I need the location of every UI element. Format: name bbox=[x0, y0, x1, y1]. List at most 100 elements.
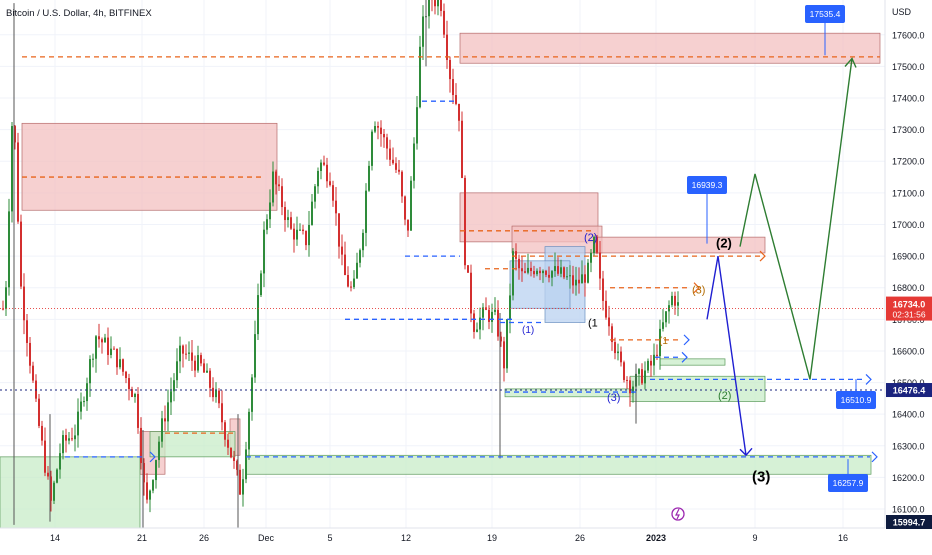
callout-label: 17535.4 bbox=[810, 9, 841, 19]
candle-down bbox=[386, 137, 388, 148]
candle-down bbox=[221, 403, 223, 422]
candle-down bbox=[182, 346, 184, 354]
candle-down bbox=[98, 336, 100, 339]
candle-down bbox=[137, 394, 139, 428]
candle-up bbox=[68, 438, 70, 440]
candle-down bbox=[383, 134, 385, 137]
candle-up bbox=[527, 268, 529, 273]
supply-zone bbox=[595, 237, 765, 253]
candle-up bbox=[647, 361, 649, 371]
candle-down bbox=[545, 271, 547, 275]
candle-up bbox=[308, 225, 310, 245]
price-tick-label: 17600.0 bbox=[892, 30, 925, 40]
candle-down bbox=[503, 341, 505, 368]
candle-up bbox=[260, 273, 262, 295]
price-tick-label: 17300.0 bbox=[892, 125, 925, 135]
candle-down bbox=[530, 268, 532, 271]
candle-down bbox=[674, 296, 676, 306]
candle-down bbox=[563, 267, 565, 277]
candle-up bbox=[419, 47, 421, 107]
candle-down bbox=[524, 271, 526, 272]
wave-label: (2) bbox=[718, 390, 731, 402]
candle-down bbox=[332, 185, 334, 201]
candle-down bbox=[191, 353, 193, 361]
candle-down bbox=[146, 482, 148, 499]
candle-up bbox=[167, 402, 169, 421]
candle-up bbox=[551, 271, 553, 278]
candle-up bbox=[353, 279, 355, 288]
time-tick-label: 26 bbox=[199, 533, 209, 543]
candle-up bbox=[512, 251, 514, 295]
candle-up bbox=[110, 349, 112, 355]
candle-down bbox=[290, 217, 292, 228]
candle-down bbox=[275, 172, 277, 185]
candle-down bbox=[239, 470, 241, 495]
candle-down bbox=[608, 318, 610, 327]
candle-up bbox=[560, 267, 562, 273]
candle-up bbox=[509, 295, 511, 319]
candle-up bbox=[56, 470, 58, 483]
candle-up bbox=[119, 359, 121, 367]
candle-up bbox=[173, 380, 175, 391]
candle-down bbox=[461, 121, 463, 178]
candle-up bbox=[74, 435, 76, 439]
candle-down bbox=[620, 352, 622, 363]
candle-up bbox=[11, 126, 13, 211]
candle-up bbox=[644, 371, 646, 384]
wave-label: (2) bbox=[584, 232, 597, 244]
candle-up bbox=[134, 394, 136, 397]
candle-down bbox=[389, 149, 391, 160]
candle-down bbox=[32, 366, 34, 381]
currency-label: USD bbox=[892, 7, 912, 17]
time-tick-label: 14 bbox=[50, 533, 60, 543]
candle-down bbox=[626, 380, 628, 381]
candle-up bbox=[257, 295, 259, 334]
candle-up bbox=[299, 230, 301, 231]
candle-down bbox=[377, 126, 379, 128]
candle-down bbox=[488, 310, 490, 322]
price-tick-label: 17500.0 bbox=[892, 62, 925, 72]
wave-label: (2) bbox=[716, 235, 732, 250]
candle-up bbox=[296, 230, 298, 240]
time-tick-label: 26 bbox=[575, 533, 585, 543]
candle-down bbox=[629, 380, 631, 393]
candle-down bbox=[101, 339, 103, 342]
candle-up bbox=[89, 359, 91, 383]
candle-down bbox=[209, 371, 211, 388]
time-tick-label: 12 bbox=[401, 533, 411, 543]
candle-down bbox=[38, 399, 40, 426]
candle-down bbox=[602, 279, 604, 301]
candle-down bbox=[623, 362, 625, 380]
candle-up bbox=[410, 181, 412, 231]
candle-up bbox=[566, 276, 568, 277]
price-tick-label: 16400.0 bbox=[892, 410, 925, 420]
time-tick-label: 5 bbox=[327, 533, 332, 543]
candle-down bbox=[26, 320, 28, 343]
candle-up bbox=[671, 296, 673, 305]
candle-up bbox=[95, 336, 97, 358]
price-tick-label: 17100.0 bbox=[892, 188, 925, 198]
candle-up bbox=[80, 402, 82, 412]
candle-down bbox=[533, 271, 535, 274]
candle-down bbox=[458, 104, 460, 121]
wave-label: (1 bbox=[659, 336, 668, 347]
candle-up bbox=[416, 107, 418, 143]
candle-down bbox=[278, 184, 280, 186]
candle-up bbox=[314, 186, 316, 201]
candle-up bbox=[170, 391, 172, 402]
candle-down bbox=[71, 438, 73, 439]
events-icon[interactable] bbox=[672, 508, 684, 520]
candle-up bbox=[206, 371, 208, 373]
candle-up bbox=[104, 338, 106, 343]
candle-down bbox=[404, 196, 406, 219]
time-tick-label: 16 bbox=[838, 533, 848, 543]
candle-up bbox=[617, 352, 619, 354]
candle-down bbox=[113, 349, 115, 350]
countdown-value: 02:31:56 bbox=[892, 310, 925, 320]
candle-down bbox=[464, 178, 466, 265]
candle-down bbox=[65, 435, 67, 441]
candle-down bbox=[302, 230, 304, 231]
candle-down bbox=[338, 213, 340, 246]
candle-up bbox=[506, 319, 508, 368]
